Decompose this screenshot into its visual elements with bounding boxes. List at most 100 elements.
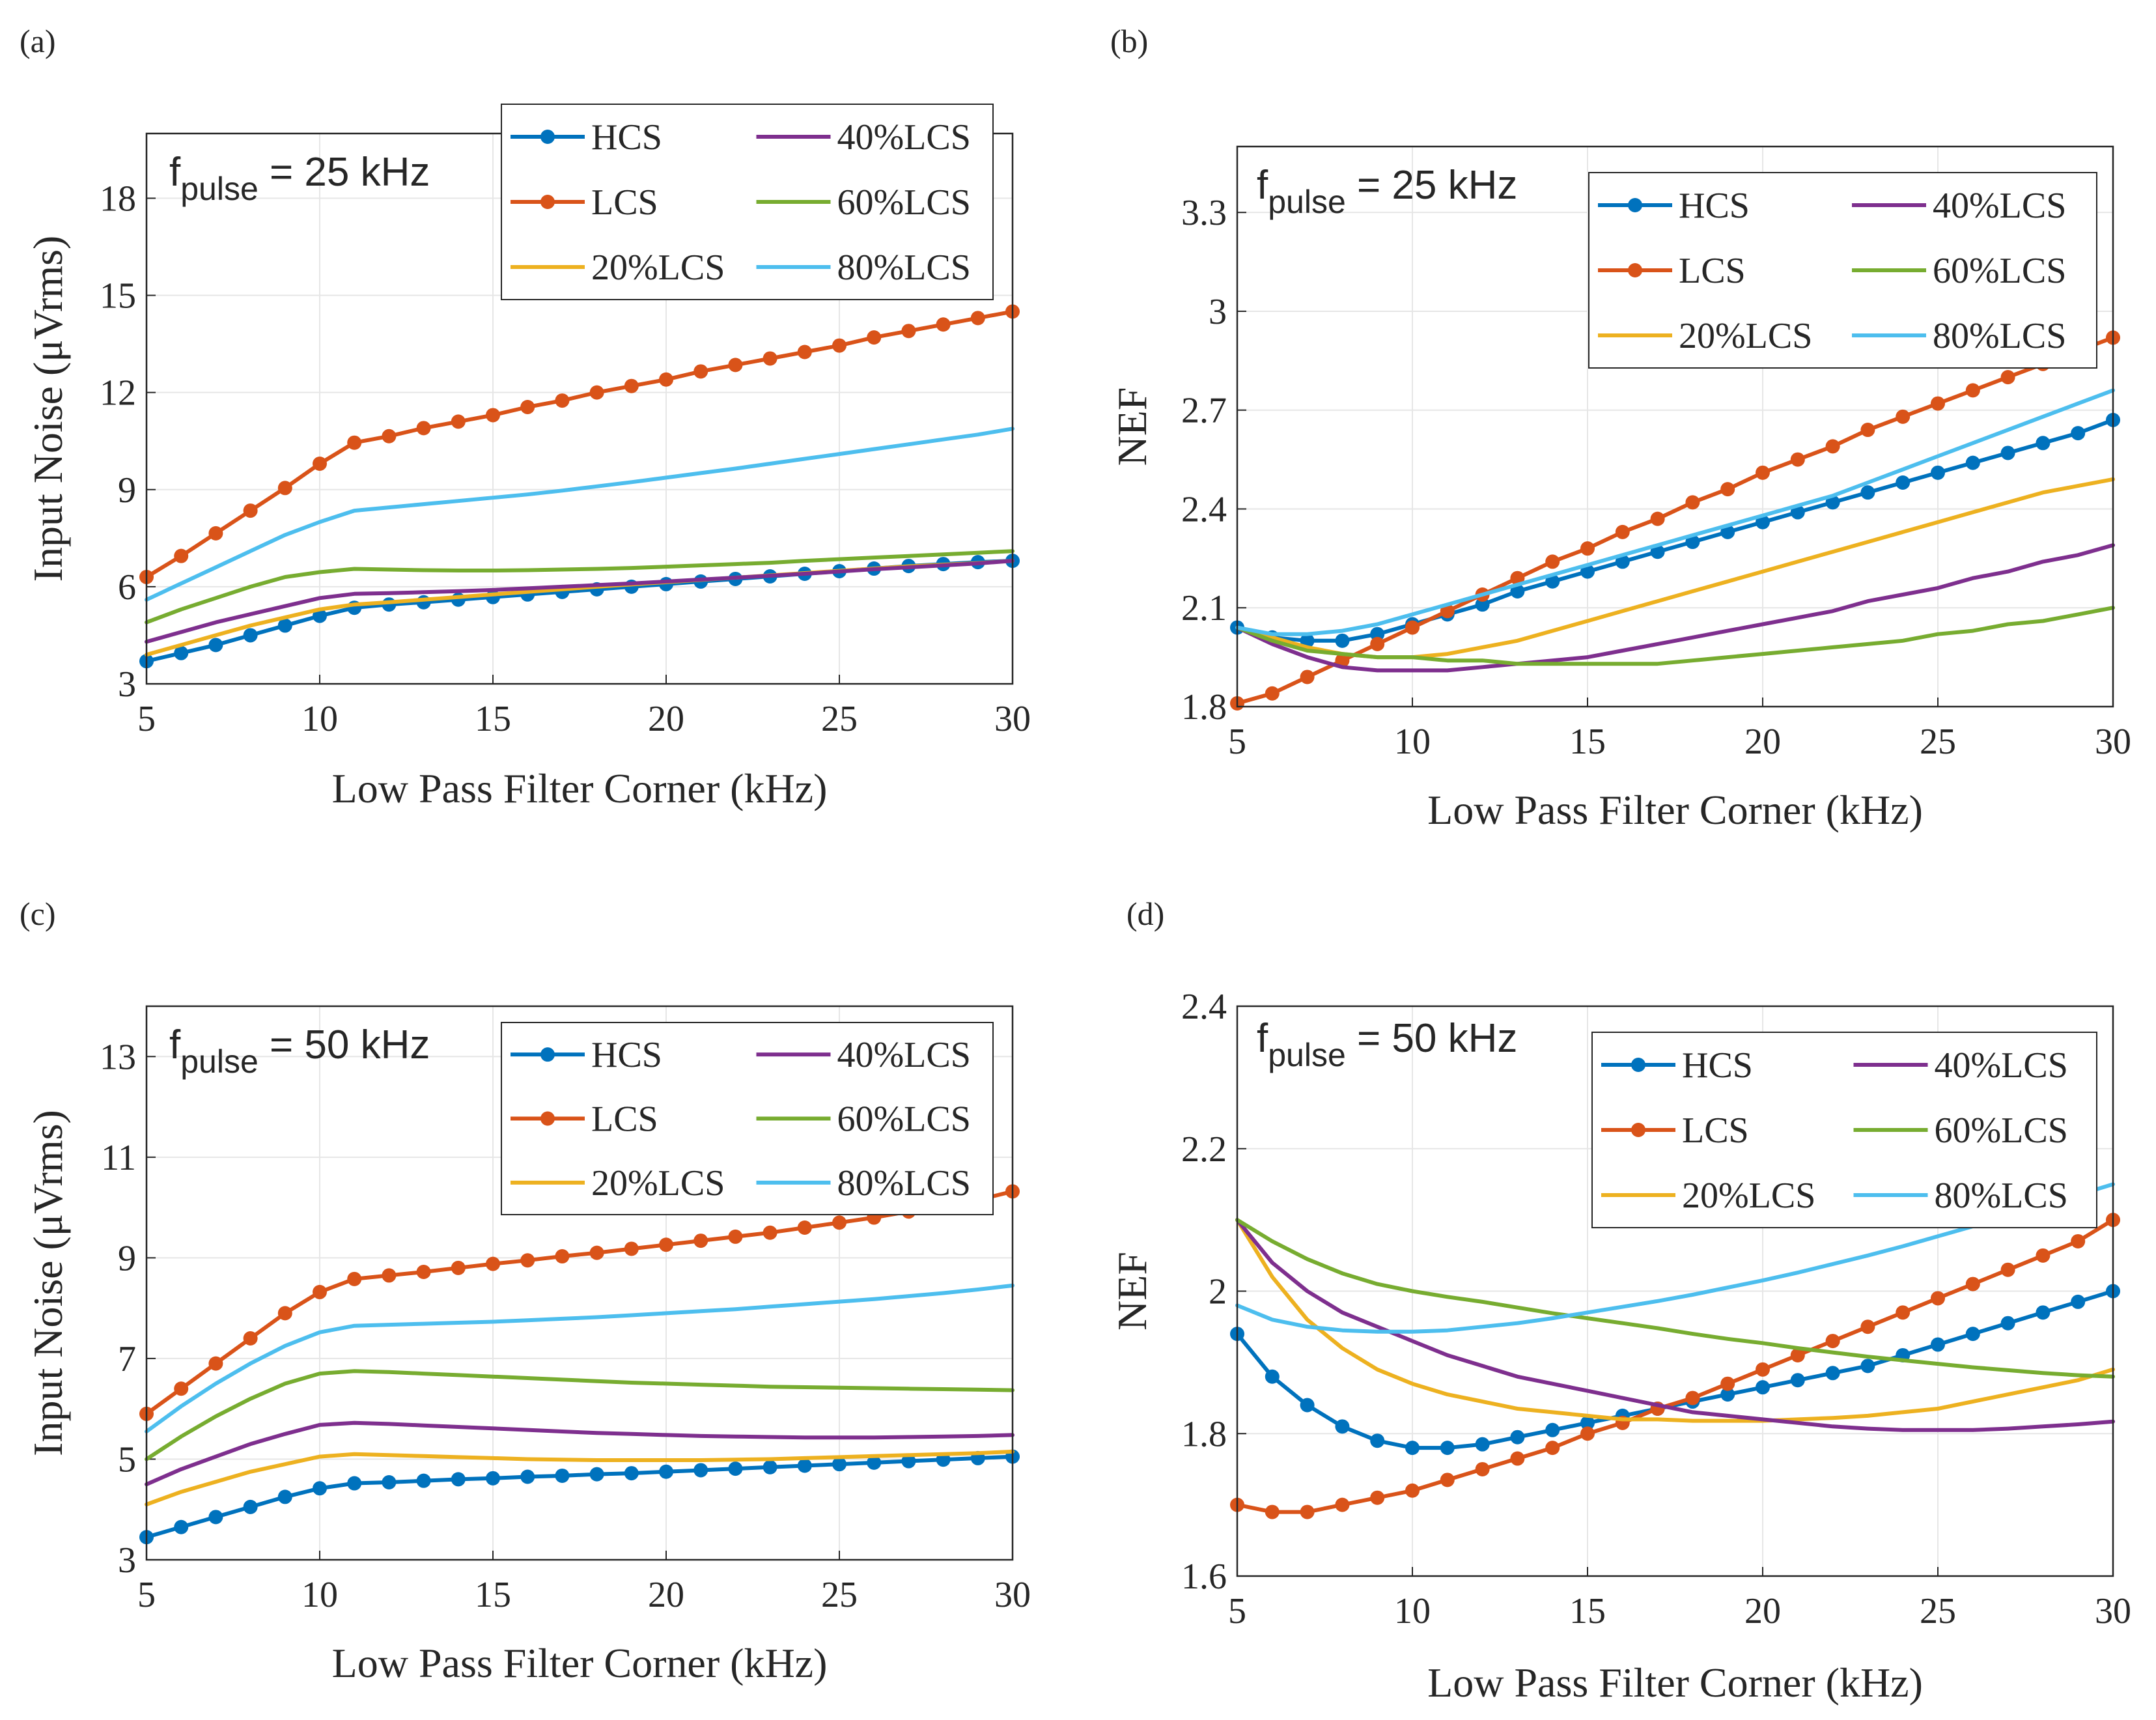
- annotation-subscript: pulse: [180, 171, 259, 207]
- data-point: [1405, 1483, 1420, 1498]
- x-tick-label: 30: [994, 699, 1031, 739]
- x-axis-label: Low Pass Filter Corner (kHz): [1427, 787, 1923, 833]
- axes-box: [1236, 145, 2114, 708]
- data-point: [797, 1458, 812, 1473]
- data-point: [1650, 511, 1665, 526]
- data-point: [1265, 1504, 1280, 1519]
- data-point: [347, 1476, 362, 1491]
- legend-entry: 40%LCS: [837, 1035, 971, 1075]
- annotation-main: f: [1257, 163, 1268, 208]
- data-point: [624, 1241, 639, 1256]
- data-point: [2000, 1316, 2015, 1331]
- data-point: [382, 429, 397, 444]
- legend-entry: LCS: [591, 1099, 658, 1140]
- x-tick-label: 15: [475, 699, 511, 739]
- data-point: [347, 1271, 362, 1286]
- y-tick-label: 1.8: [1181, 687, 1227, 727]
- data-point: [208, 1356, 223, 1371]
- data-point: [451, 1472, 466, 1487]
- data-point: [1720, 1376, 1735, 1391]
- annotation-rest: = 50 kHz: [1346, 1016, 1518, 1061]
- data-point: [1405, 620, 1420, 635]
- y-tick-label: 3: [1209, 292, 1227, 332]
- data-point: [1545, 554, 1560, 569]
- annotation-subscript: pulse: [1268, 184, 1346, 220]
- legend-entry: 60%LCS: [1933, 251, 2066, 291]
- data-point: [1790, 1373, 1805, 1388]
- data-point: [797, 1220, 812, 1235]
- data-point: [1965, 1276, 1980, 1291]
- x-tick-label: 25: [821, 699, 858, 739]
- x-tick-label: 15: [1569, 722, 1606, 762]
- x-tick-label: 25: [821, 1575, 858, 1615]
- legend-marker: [1631, 1058, 1645, 1072]
- y-tick-label: 2.4: [1181, 489, 1227, 529]
- data-point: [1790, 452, 1805, 467]
- data-point: [1580, 541, 1595, 556]
- chart-panel-4: (d) 5 10 15 20 25 30 1.6 1.8 2 2.2 2.4 Low Pass Filt…: [1109, 895, 2131, 1706]
- legend-entry: 20%LCS: [591, 1163, 725, 1204]
- x-tick-label: 10: [301, 1575, 338, 1615]
- legend-entry: 80%LCS: [1935, 1176, 2068, 1216]
- series-line-40pctlcs: [145, 1420, 1015, 1487]
- x-tick-label: 20: [648, 699, 684, 739]
- data-point: [174, 645, 189, 660]
- legend-marker: [1631, 1123, 1645, 1137]
- axes-box: [145, 1005, 1014, 1561]
- data-point: [589, 385, 604, 400]
- series-line-80pctlcs: [145, 427, 1015, 602]
- legend-entry: LCS: [1679, 251, 1746, 291]
- pulse-frequency-annotation: fpulse = 25 kHz: [169, 150, 430, 207]
- data-point: [693, 1463, 708, 1478]
- series-line-40pctlcs: [1235, 1218, 2115, 1432]
- data-point: [520, 400, 535, 415]
- y-tick-label: 5: [118, 1439, 136, 1480]
- data-point: [486, 408, 500, 423]
- y-tick-label: 2.7: [1181, 391, 1227, 431]
- series-line-20pctlcs: [1235, 1218, 2115, 1423]
- data-point: [451, 414, 466, 429]
- y-tick-label: 7: [118, 1339, 136, 1379]
- data-point: [1475, 597, 1490, 612]
- data-point: [1825, 1366, 1840, 1381]
- data-point: [1896, 1305, 1911, 1320]
- x-tick-label: 10: [301, 699, 338, 739]
- y-axis-label: NEF: [1109, 388, 1155, 466]
- legend-entry: 20%LCS: [1682, 1176, 1815, 1216]
- legend: HCS LCS 20%LCS 40%LCS 60%LCS 80%LCS: [1591, 1032, 2097, 1228]
- legend-marker: [1628, 198, 1642, 212]
- data-point: [2000, 1262, 2015, 1277]
- legend-entry: 80%LCS: [837, 1163, 971, 1204]
- data-point: [1685, 495, 1700, 510]
- legend-entry: 60%LCS: [1935, 1110, 2068, 1151]
- legend-box: [1591, 1032, 2097, 1228]
- data-point: [1756, 1380, 1770, 1395]
- data-point: [659, 1464, 673, 1479]
- data-point: [1931, 1291, 1945, 1306]
- data-point: [1931, 465, 1945, 480]
- panel-label: (c): [20, 895, 56, 932]
- series-line-60pctlcs: [1235, 1218, 2115, 1379]
- data-point: [936, 317, 951, 332]
- data-point: [520, 1469, 535, 1484]
- y-tick-label: 1.8: [1181, 1414, 1227, 1454]
- x-tick-label: 25: [1920, 1591, 1956, 1631]
- data-point: [1896, 409, 1911, 424]
- data-point: [1370, 1433, 1385, 1448]
- data-point: [416, 1265, 431, 1279]
- y-axis-label: Input Noise (μVrms): [25, 1110, 71, 1456]
- data-point: [2036, 1305, 2051, 1320]
- legend-marker: [540, 130, 555, 144]
- series-line-80pctlcs: [145, 1283, 1015, 1433]
- legend-entry: 20%LCS: [591, 247, 725, 288]
- data-point: [1475, 1461, 1490, 1476]
- data-point: [277, 618, 292, 633]
- x-tick-label: 30: [994, 1575, 1031, 1615]
- data-point: [277, 1306, 292, 1321]
- data-point: [763, 351, 777, 366]
- x-tick-label: 5: [1228, 722, 1246, 762]
- series-line-80pctlcs: [1235, 388, 2115, 636]
- data-point: [1475, 1437, 1490, 1452]
- data-point: [1545, 1441, 1560, 1456]
